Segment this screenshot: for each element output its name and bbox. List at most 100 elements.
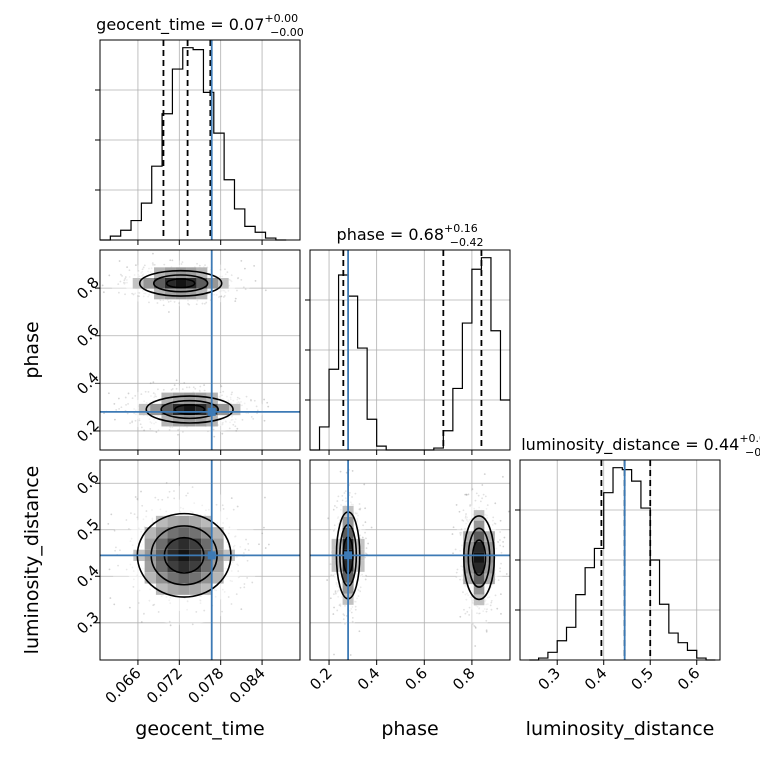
scatter-point: [500, 612, 502, 615]
scatter-point: [264, 547, 267, 549]
hist-panel-geocent_time: geocent_time = 0.07+0.00 −0.00: [95, 12, 304, 245]
scatter-point: [326, 579, 329, 581]
hist-panel-phase: phase = 0.68+0.16 −0.42: [305, 222, 511, 455]
scatter-point: [157, 388, 159, 391]
scatter-point: [240, 608, 243, 611]
density-cell: [155, 538, 168, 550]
scatter-point: [451, 533, 454, 535]
scatter-point: [452, 552, 454, 555]
scatter-point: [345, 471, 348, 474]
density-cell: [178, 538, 190, 550]
y-tick-label: 0.4: [73, 561, 103, 591]
scatter-point: [250, 415, 253, 418]
scatter-point: [344, 622, 346, 625]
x-tick-label: 0.072: [143, 664, 186, 707]
scatter-point: [182, 431, 184, 433]
title-geocent_time: geocent_time = 0.07+0.00 −0.00: [96, 12, 304, 39]
scatter-point: [468, 614, 471, 616]
scatter-point: [183, 382, 186, 384]
scatter-point: [232, 508, 235, 511]
hist-step-geocent_time: [100, 47, 287, 241]
density-cell: [195, 403, 207, 416]
density-cell: [164, 288, 176, 300]
title-label: phase = 0.68: [337, 225, 444, 244]
density-cell: [473, 520, 485, 532]
density-cell: [155, 583, 168, 595]
scatter-point: [333, 593, 335, 596]
density-cell: [132, 278, 144, 289]
scatter-point: [461, 519, 464, 521]
scatter-point: [118, 260, 121, 262]
scatter-point: [342, 613, 345, 616]
scatter-point: [212, 428, 215, 431]
scatter-point: [128, 606, 131, 609]
scatter-point: [490, 608, 493, 611]
density-cell: [189, 583, 202, 595]
density-cell: [138, 403, 151, 416]
pair-inner: [100, 460, 300, 660]
density-cell: [196, 278, 208, 289]
scatter-point: [207, 430, 209, 433]
scatter-point: [181, 261, 184, 264]
scatter-point: [456, 568, 459, 571]
scatter-point: [499, 567, 502, 570]
scatter-point: [151, 262, 154, 265]
scatter-point: [230, 497, 233, 499]
scatter-point: [333, 653, 335, 656]
title-luminosity_distance: luminosity_distance = 0.44+0.06−0.05: [521, 432, 760, 459]
x-tick-label: 0.6: [402, 664, 432, 694]
scatter-point: [107, 522, 110, 525]
scatter-point: [267, 405, 270, 408]
title-phase: phase = 0.68+0.16 −0.42: [337, 222, 484, 249]
scatter-point: [235, 429, 238, 432]
scatter-point: [474, 625, 477, 628]
scatter-point: [364, 507, 367, 510]
scatter-point: [240, 259, 243, 262]
scatter-point: [263, 398, 266, 401]
pair-panel-phase-luminosity_distance: 0.2 0.4 0.6 0.8: [306, 459, 511, 694]
scatter-point: [244, 267, 246, 270]
scatter-point: [464, 612, 467, 615]
scatter-point: [479, 500, 482, 503]
scatter-point: [119, 549, 121, 552]
scatter-point: [222, 296, 225, 298]
scatter-point: [327, 517, 330, 520]
density-cell: [155, 515, 168, 528]
scatter-point: [134, 419, 137, 422]
scatter-point: [153, 263, 156, 266]
x-tick-label: 0.8: [449, 664, 479, 694]
density-cell: [212, 572, 224, 584]
scatter-point: [348, 491, 351, 494]
scatter-point: [245, 538, 247, 541]
scatter-point: [499, 539, 501, 541]
density-cell: [189, 538, 202, 550]
corner-panels: geocent_time = 0.07+0.00 −0.00 phase = 0.6…: [73, 12, 760, 707]
scatter-point: [169, 624, 172, 627]
scatter-point: [139, 423, 142, 426]
scatter-point: [165, 482, 168, 484]
scatter-point: [455, 504, 458, 506]
scatter-point: [129, 422, 131, 425]
scatter-point: [173, 490, 175, 492]
scatter-point: [474, 499, 477, 502]
scatter-point: [137, 602, 140, 604]
scatter-point: [101, 284, 104, 287]
x-tick-label: 0.6: [674, 664, 704, 694]
scatter-point: [351, 470, 354, 472]
scatter-point: [485, 629, 488, 632]
density-cell: [184, 392, 196, 404]
scatter-point: [152, 381, 155, 384]
scatter-point: [482, 493, 485, 496]
x-tick-label: 0.4: [581, 664, 611, 694]
scatter-point: [334, 590, 337, 592]
density-cell: [186, 288, 197, 300]
scatter-point: [140, 426, 143, 429]
scatter-point: [477, 494, 480, 497]
scatter-point: [246, 577, 249, 579]
scatter-point: [343, 492, 346, 494]
scatter-point: [185, 494, 188, 497]
scatter-point: [205, 301, 208, 304]
scatter-point: [230, 393, 233, 396]
x-tick-label: 0.4: [354, 664, 384, 694]
scatter-point: [249, 398, 252, 401]
